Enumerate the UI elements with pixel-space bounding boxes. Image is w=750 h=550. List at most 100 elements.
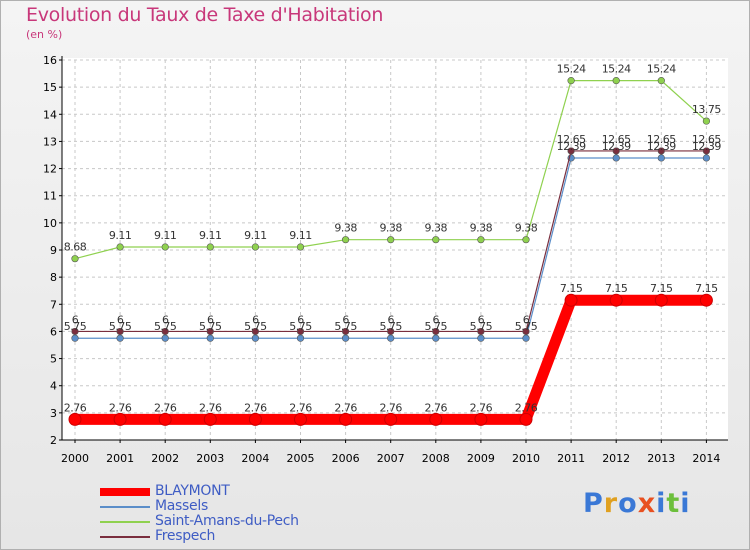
data-point [206, 243, 214, 251]
data-point [161, 327, 169, 336]
y-tick-label: 16 [43, 54, 57, 67]
data-point [206, 334, 214, 342]
data-point [612, 147, 620, 155]
data-label: 5.75 [244, 320, 267, 333]
data-point [609, 293, 623, 307]
data-point [113, 412, 127, 426]
y-tick-label: 5 [50, 353, 57, 366]
x-tick-label: 2007 [377, 452, 405, 465]
data-label: 12.39 [647, 140, 676, 153]
y-tick-label: 9 [50, 244, 57, 257]
data-label: 5.75 [425, 320, 448, 333]
legend-swatch [100, 506, 150, 508]
legend-label: Saint-Amans-du-Pech [155, 513, 299, 529]
data-label: 9.11 [289, 229, 312, 242]
data-point [657, 77, 665, 85]
data-label: 15.24 [647, 63, 676, 76]
data-point [384, 412, 398, 426]
data-label: 12.39 [692, 140, 721, 153]
data-point [339, 412, 353, 426]
data-point [161, 243, 169, 251]
data-point [477, 236, 485, 244]
x-tick-label: 2010 [512, 452, 540, 465]
y-tick-label: 11 [43, 190, 57, 203]
x-tick-label: 2006 [332, 452, 360, 465]
data-label: 9.38 [515, 222, 538, 235]
data-label: 6 [297, 313, 304, 326]
plot-area [62, 58, 728, 440]
data-label: 2.76 [379, 401, 402, 414]
data-point [387, 327, 395, 336]
x-tick-label: 2009 [467, 452, 495, 465]
data-point [161, 334, 169, 342]
x-tick-label: 2001 [106, 452, 134, 465]
data-label: 5.75 [64, 320, 87, 333]
data-point [116, 243, 124, 251]
data-label: 12.39 [557, 140, 586, 153]
data-label: 9.11 [244, 229, 267, 242]
data-label: 2.76 [470, 401, 493, 414]
data-label: 7.15 [605, 282, 628, 295]
data-point [251, 327, 259, 336]
data-label: 2.76 [64, 401, 87, 414]
data-point [387, 334, 395, 342]
x-tick-label: 2008 [422, 452, 450, 465]
x-tick-label: 2004 [241, 452, 269, 465]
y-tick-label: 12 [43, 163, 57, 176]
data-label: 2.76 [154, 401, 177, 414]
data-point [116, 327, 124, 336]
data-point [567, 147, 575, 155]
x-tick-label: 2003 [196, 452, 224, 465]
data-point [702, 147, 711, 155]
data-label: 2.76 [199, 401, 222, 414]
data-point [477, 327, 485, 336]
data-label: 9.38 [425, 222, 448, 235]
data-point [116, 334, 124, 342]
y-tick-label: 6 [50, 325, 57, 338]
chart-title: Evolution du Taux de Taxe d'Habitation [26, 4, 384, 26]
y-tick-label: 4 [50, 380, 57, 393]
data-point [702, 154, 711, 162]
data-label: 6 [117, 313, 124, 326]
data-point [158, 412, 172, 426]
data-point [432, 236, 440, 244]
data-label: 9.38 [379, 222, 402, 235]
y-tick-label: 15 [43, 81, 57, 94]
data-label: 9.11 [199, 229, 222, 242]
data-label: 12.65 [602, 133, 631, 146]
data-label: 6 [207, 313, 214, 326]
data-point [71, 255, 79, 263]
data-point [68, 412, 82, 426]
data-label: 7.15 [650, 282, 673, 295]
y-tick-label: 7 [50, 298, 57, 311]
chart-unit: (en %) [26, 28, 63, 41]
data-label: 7.15 [560, 282, 583, 295]
data-point [294, 412, 307, 426]
data-label: 6 [387, 313, 394, 326]
legend-swatch [100, 521, 150, 523]
data-point [522, 236, 530, 244]
data-point [657, 154, 665, 162]
data-point [657, 147, 665, 155]
data-point [519, 412, 533, 426]
data-point [71, 327, 79, 336]
axes [59, 56, 728, 443]
data-label: 5.75 [334, 320, 357, 333]
data-point [342, 327, 350, 336]
data-label: 12.39 [602, 140, 631, 153]
data-point [429, 412, 443, 426]
data-point [251, 334, 259, 342]
y-tick-label: 13 [43, 135, 57, 148]
data-label: 15.24 [602, 63, 631, 76]
data-point [474, 412, 488, 426]
data-point [296, 243, 305, 251]
data-label: 5.75 [470, 320, 493, 333]
y-tick-label: 10 [43, 217, 57, 230]
data-point [342, 334, 350, 342]
data-point [206, 327, 214, 336]
x-tick-label: 2000 [61, 452, 89, 465]
legend-swatch [100, 488, 150, 496]
legend-label: Frespech [155, 528, 216, 544]
y-axis-ticks: 2 3 4 5 6 7 8 9 10 11 12 13 14 15 16 [43, 54, 57, 447]
grid-lines [62, 58, 728, 440]
